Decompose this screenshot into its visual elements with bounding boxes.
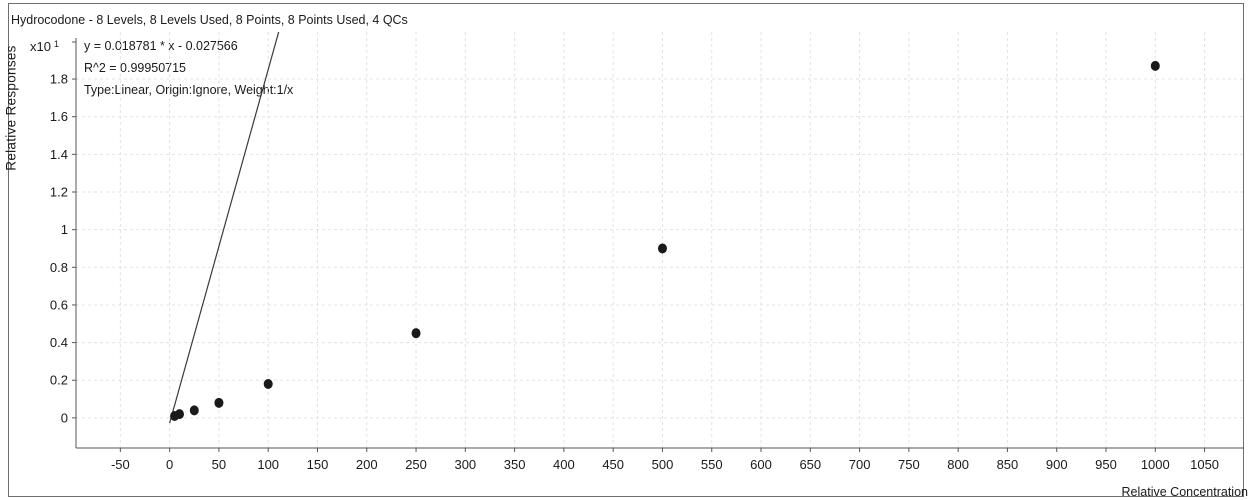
data-point (214, 397, 224, 408)
x-tick-label: 1000 (1141, 457, 1170, 472)
data-point (657, 243, 667, 254)
y-tick-label: 0.8 (50, 260, 68, 275)
y-tick-label: 1.2 (50, 185, 68, 200)
data-point (411, 328, 421, 339)
y-tick-label: 1.4 (50, 147, 68, 162)
x-tick-label: 750 (898, 457, 920, 472)
x-tick-label: 0 (166, 457, 173, 472)
data-point (1150, 60, 1160, 71)
x-tick-label: 900 (1046, 457, 1068, 472)
x-tick-label: 800 (947, 457, 969, 472)
x-tick-label: 250 (405, 457, 427, 472)
x-tick-label: 300 (454, 457, 476, 472)
x-tick-label: 550 (701, 457, 723, 472)
y-tick-label: 0 (61, 410, 68, 425)
x-tick-label: 350 (504, 457, 526, 472)
y-tick-label: 0.6 (50, 297, 68, 312)
x-tick-label: 700 (849, 457, 871, 472)
y-tick-label: 1.6 (50, 109, 68, 124)
y-tick-label: 0.4 (50, 335, 68, 350)
y-axis-multiplier-exponent: 1 (53, 39, 59, 49)
chart-title: Hydrocodone - 8 Levels, 8 Levels Used, 8… (11, 12, 408, 27)
data-point (263, 379, 273, 389)
data-point (174, 409, 184, 420)
fit-line (169, 32, 280, 424)
fit-type-info: Type:Linear, Origin:Ignore, Weight:1/x (84, 82, 294, 97)
y-tick-label: 1 (61, 222, 68, 237)
regression-equation: y = 0.018781 * x - 0.027566 (84, 38, 238, 53)
y-tick-label: 1.8 (50, 72, 68, 87)
chart-frame (8, 3, 1244, 497)
data-point (189, 405, 199, 416)
x-tick-label: 150 (307, 457, 329, 472)
x-tick-label: 850 (997, 457, 1019, 472)
x-tick-label: 450 (602, 457, 624, 472)
y-axis-multiplier: x10 1 (30, 39, 59, 54)
x-tick-label: 600 (750, 457, 772, 472)
x-tick-label: -50 (111, 457, 130, 472)
x-tick-label: 100 (257, 457, 279, 472)
y-tick-label: 0.2 (50, 373, 68, 388)
x-tick-label: 50 (212, 457, 226, 472)
x-axis-label: Relative Concentration (1121, 485, 1248, 499)
r-squared-value: R^2 = 0.99950715 (84, 60, 186, 75)
y-axis-multiplier-base: x10 (30, 39, 51, 54)
x-tick-label: 1050 (1190, 457, 1219, 472)
x-tick-label: 950 (1095, 457, 1117, 472)
x-tick-label: 400 (553, 457, 575, 472)
x-tick-label: 650 (799, 457, 821, 472)
x-tick-label: 200 (356, 457, 378, 472)
x-tick-label: 500 (652, 457, 674, 472)
